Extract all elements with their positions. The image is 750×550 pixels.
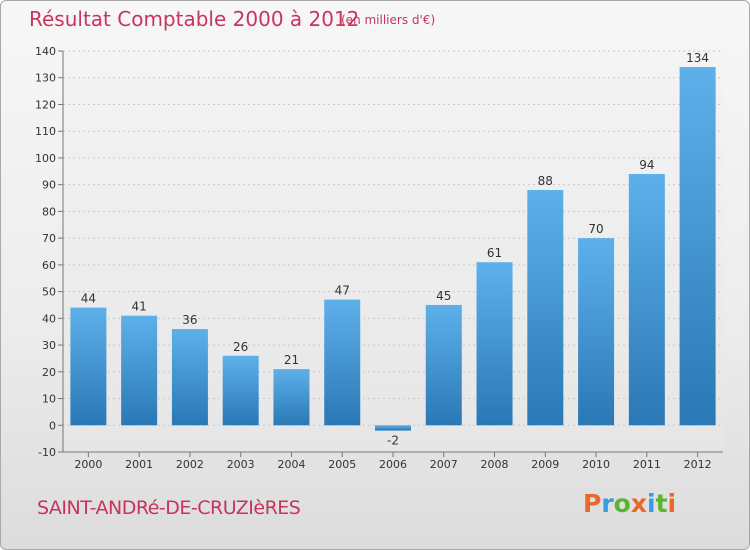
x-tick-label: 2008	[481, 458, 509, 471]
x-axis: 2000 2001 2002 2003 2004 2005 2006 2007 2008 2009…	[63, 451, 723, 471]
data-label: 47	[335, 284, 350, 298]
y-tick-label: 100	[35, 152, 56, 165]
data-label: 44	[81, 292, 96, 306]
y-tick-label: 50	[42, 286, 56, 299]
data-label: 134	[686, 51, 709, 65]
x-tick-label: 2002	[176, 458, 204, 471]
data-label: 45	[436, 289, 451, 303]
bar	[527, 190, 564, 426]
bar	[324, 299, 361, 426]
y-tick-label: 90	[42, 179, 56, 192]
logo-letter: P	[583, 489, 602, 518]
y-tick-label: 70	[42, 232, 56, 245]
y-tick-label: 80	[42, 205, 56, 218]
bar	[171, 329, 208, 426]
x-tick-label: 2000	[74, 458, 102, 471]
logo-letter: i	[667, 489, 677, 518]
logo-letter: t	[655, 489, 668, 518]
commune-name: SAINT-ANDRé-DE-CRUZIèRES	[37, 497, 301, 519]
x-tick-label: 2003	[227, 458, 255, 471]
x-tick-label: 2012	[684, 458, 712, 471]
y-tick-label: 30	[42, 339, 56, 352]
data-label: 36	[182, 313, 197, 327]
data-label: -2	[387, 434, 399, 448]
bar	[222, 355, 259, 426]
data-label: 21	[284, 353, 299, 367]
bar	[476, 262, 513, 426]
logo-letter: x	[630, 489, 647, 518]
y-tick-label: 60	[42, 259, 56, 272]
y-tick-label: 110	[35, 125, 56, 138]
x-tick-label: 2009	[531, 458, 559, 471]
bar	[578, 238, 615, 426]
x-tick-label: 2011	[633, 458, 661, 471]
y-axis: -10 0 10 20 30 40 50 60 70 80 90 100 110 120 130 140	[35, 45, 64, 459]
x-tick-label: 2007	[430, 458, 458, 471]
logo-letter: o	[613, 489, 631, 518]
x-tick-label: 2005	[328, 458, 356, 471]
chart-subtitle: (en milliers d'€)	[341, 13, 436, 27]
bar	[679, 67, 716, 426]
chart-title: Résultat Comptable 2000 à 2012	[29, 7, 360, 31]
logo-letter: r	[601, 489, 614, 518]
data-label: 41	[132, 300, 147, 314]
bar	[121, 315, 158, 426]
x-tick-label: 2004	[277, 458, 305, 471]
data-label: 94	[639, 158, 654, 172]
y-tick-label: 10	[42, 393, 56, 406]
bar	[425, 304, 462, 426]
bar	[375, 425, 411, 431]
bars: 44 41 36 26 21 47 -2 45 61 88 70 94 134	[70, 51, 716, 448]
logo-letter: i	[647, 489, 656, 518]
x-tick-label: 2001	[125, 458, 153, 471]
x-tick-label: 2006	[379, 458, 407, 471]
y-tick-label: 0	[49, 419, 56, 432]
y-tick-label: 140	[35, 45, 56, 58]
bar	[70, 307, 107, 426]
data-label: 88	[538, 174, 553, 188]
proxiti-logo: Proxiti	[583, 489, 676, 518]
data-label: 26	[233, 340, 248, 354]
x-tick-label: 2010	[582, 458, 610, 471]
y-tick-label: 40	[42, 312, 56, 325]
data-label: 61	[487, 246, 502, 260]
y-tick-label: 130	[35, 72, 56, 85]
plot-area	[63, 51, 723, 452]
bar	[628, 173, 665, 426]
bar	[273, 369, 310, 426]
y-tick-label: 20	[42, 366, 56, 379]
data-label: 70	[588, 222, 603, 236]
y-tick-label: -10	[38, 446, 56, 459]
y-tick-label: 120	[35, 98, 56, 111]
